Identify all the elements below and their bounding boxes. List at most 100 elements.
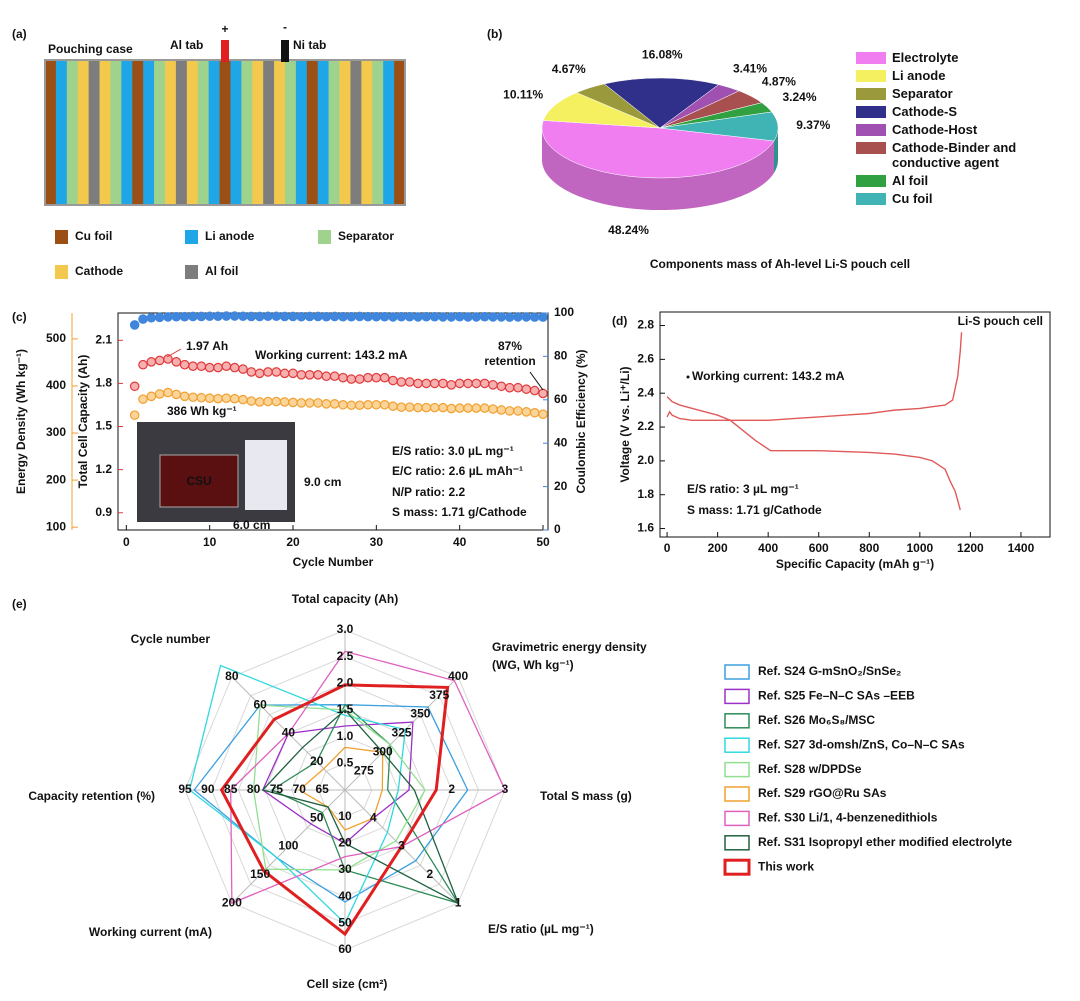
layer-stripe: [45, 60, 57, 205]
layer-stripe: [361, 60, 373, 205]
point: [321, 371, 332, 382]
point: [146, 357, 157, 367]
legend-label: Li anode: [892, 68, 946, 83]
axis-tick-label: 3: [502, 782, 509, 796]
y2-tick-label: 100: [554, 305, 574, 319]
annotation: Working current: 143.2 mA: [692, 369, 845, 383]
pie-slice: [659, 111, 779, 142]
annotation: E/S ratio: 3.0 µL mg⁻¹: [392, 444, 514, 458]
legend-label: Separator: [338, 229, 394, 243]
layer-stripe: [372, 60, 384, 205]
layer-stripe: [219, 60, 231, 205]
value-label: 3.24%: [782, 90, 816, 104]
axis-label: Gravimetric energy density: [492, 640, 647, 654]
point: [296, 398, 307, 408]
spoke: [344, 676, 459, 791]
pie-slice: [543, 92, 661, 129]
point: [238, 364, 248, 374]
point: [346, 311, 357, 322]
axis-tick-label: 80: [247, 782, 261, 796]
point: [504, 406, 515, 416]
legend-swatch: [724, 737, 750, 753]
y-tick-label: 1.8: [637, 487, 654, 501]
layer-stripe: [175, 60, 188, 205]
y-axis-title: Voltage (V vs. Li⁺/Li): [618, 366, 632, 482]
x-tick-label: 40: [453, 535, 467, 549]
point: [146, 312, 157, 323]
point: [513, 406, 523, 416]
point: [338, 399, 348, 410]
pie-side: [542, 128, 774, 211]
axis-tick-label: 80: [225, 669, 239, 683]
point: [313, 311, 323, 322]
layer-stripe: [143, 60, 155, 205]
y2-tick-label: 40: [554, 435, 568, 449]
point: [296, 311, 307, 322]
axis-tick-label: 300: [373, 744, 393, 758]
point: [288, 397, 298, 408]
layer-stripe: [252, 60, 264, 205]
annotation-arrow: [166, 348, 182, 358]
point: [221, 311, 232, 321]
layer-stripe: [328, 60, 340, 205]
axis-tick-label: 350: [410, 707, 430, 721]
point: [171, 389, 182, 400]
axis-tick-label: 40: [338, 889, 352, 903]
point: [221, 393, 232, 403]
point: [463, 403, 473, 413]
point: [238, 311, 248, 322]
layer-stripe: [197, 60, 209, 205]
point: [304, 369, 315, 380]
axis-tick-label: 150: [250, 867, 270, 881]
point: [379, 372, 390, 383]
radar-line: [230, 650, 506, 905]
annotation: Li-S pouch cell: [958, 314, 1043, 328]
axis-tick-label: 30: [338, 862, 352, 876]
y3-axis-title: Energy Density (Wh kg⁻¹): [14, 349, 28, 494]
point: [521, 407, 532, 417]
x-tick-label: 1000: [906, 541, 933, 555]
point: [213, 362, 223, 373]
legend-swatch: [724, 688, 750, 705]
point: [288, 368, 298, 379]
point: [363, 311, 373, 322]
layer-stripe: [110, 60, 122, 205]
layer-stripe: [339, 60, 351, 205]
point: [529, 407, 540, 418]
legend-item: Cu foil: [856, 191, 1046, 206]
annotation-dot: [686, 375, 690, 379]
point: [388, 312, 398, 322]
point: [454, 378, 465, 389]
point: [171, 311, 182, 322]
axis-label: Total S mass (g): [540, 789, 632, 803]
point: [188, 361, 198, 371]
y-tick-label: 2.2: [637, 419, 654, 433]
point: [504, 312, 515, 322]
point: [488, 404, 498, 414]
legend-item: Electrolyte: [856, 50, 1046, 65]
axis-label: Working current (mA): [89, 925, 212, 939]
x-tick-label: 200: [708, 541, 728, 555]
point: [538, 312, 548, 322]
point: [529, 312, 540, 322]
axis-tick-label: 400: [448, 669, 468, 683]
point: [471, 312, 482, 322]
point: [446, 403, 457, 414]
point: [421, 402, 432, 413]
layer-stripe: [66, 60, 79, 205]
layer-stripe: [88, 60, 100, 205]
spoke: [231, 789, 346, 904]
point: [154, 355, 165, 366]
annotation: N/P ratio: 2.2: [392, 485, 465, 499]
point: [388, 401, 398, 412]
annotation: E/C ratio: 2.6 µL mAh⁻¹: [392, 464, 523, 478]
annotation: 1.97 Ah: [186, 339, 228, 353]
axis-label: Total capacity (Ah): [292, 592, 398, 606]
y-axis-title: Total Cell Capacity (Ah): [76, 355, 90, 489]
legend-item: Cathode-S: [856, 104, 1046, 119]
point: [454, 311, 465, 322]
point: [429, 402, 440, 413]
point: [379, 311, 390, 322]
axis-label: E/S ratio (µL mg⁻¹): [488, 922, 594, 936]
